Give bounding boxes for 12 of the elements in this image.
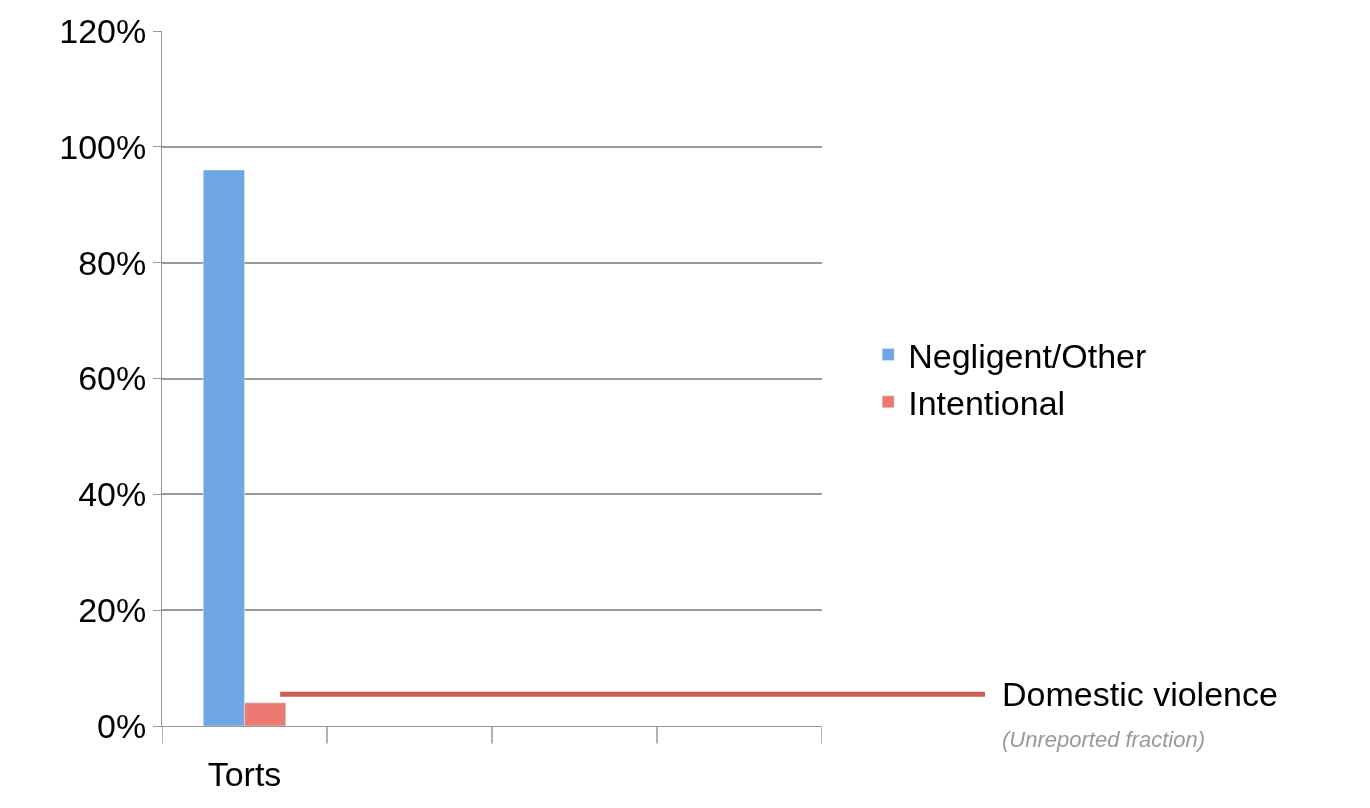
- ref-line-label: Domestic violence: [1002, 675, 1278, 713]
- legend-label: Negligent/Other: [908, 336, 1147, 375]
- y-tick-label: 80%: [78, 243, 147, 282]
- text: (Unreported fraction): [1002, 727, 1205, 752]
- legend-label: Intentional: [908, 384, 1066, 423]
- y-tick-label: 120%: [59, 11, 147, 50]
- y-tick-label: 60%: [78, 359, 147, 398]
- x-tick-label: Torts: [207, 754, 282, 793]
- y-tick-label: 100%: [59, 127, 147, 166]
- y-tick-label: 0%: [97, 706, 147, 745]
- y-tick-label: 40%: [78, 475, 147, 514]
- y-tick-label: 20%: [78, 591, 147, 630]
